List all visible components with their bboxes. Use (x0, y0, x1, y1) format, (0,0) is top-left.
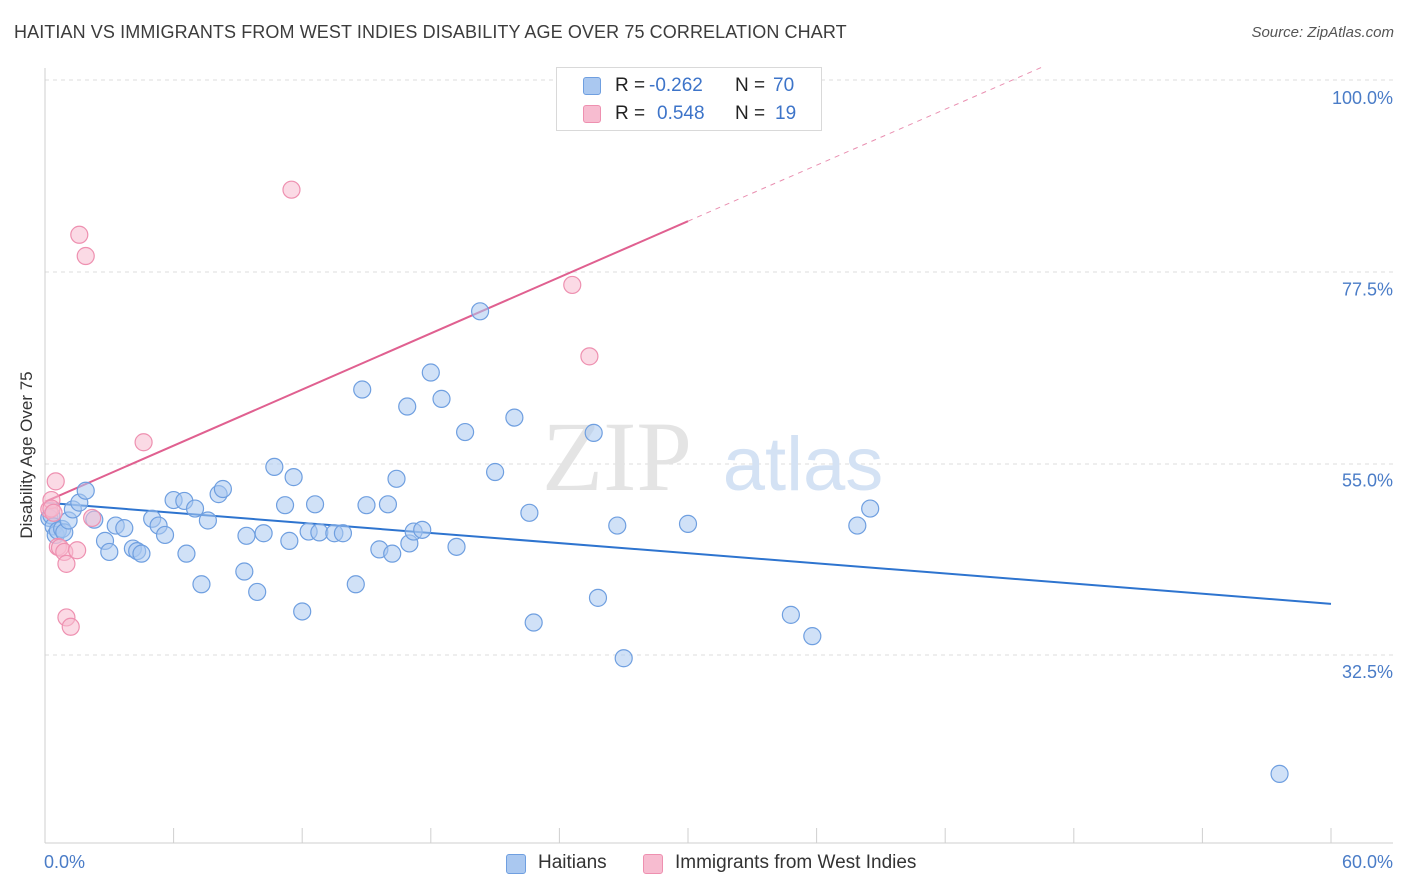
chart-title: HAITIAN VS IMMIGRANTS FROM WEST INDIES D… (14, 22, 847, 42)
legend-swatch-west-indies (583, 105, 601, 123)
series-legend: Haitians Immigrants from West Indies (0, 852, 1406, 878)
point-haitians (346, 575, 365, 594)
legend-n-value: 70 (773, 75, 795, 96)
watermark: ZIP atlas (542, 401, 883, 512)
point-haitians (520, 503, 539, 522)
legend-n-label: N = (735, 75, 766, 96)
point-west-indies (70, 225, 89, 244)
point-haitians (237, 526, 256, 545)
source-credit: Source: ZipAtlas.com (1251, 24, 1394, 41)
trend-line-west-indies (44, 220, 689, 503)
legend-swatch-haitians (506, 854, 526, 874)
point-haitians (248, 582, 267, 602)
point-haitians (505, 408, 524, 427)
point-haitians (413, 520, 432, 539)
legend-r-label: R = (615, 75, 646, 96)
point-haitians (284, 468, 303, 487)
point-haitians (398, 397, 417, 416)
point-west-indies (134, 433, 153, 452)
y-tick-label: 100.0% (1332, 88, 1393, 108)
point-haitians (803, 627, 822, 646)
point-haitians (192, 575, 211, 594)
point-haitians (378, 495, 398, 514)
trend-line-haitians (44, 501, 1332, 605)
point-haitians (608, 516, 627, 535)
point-haitians (198, 511, 217, 530)
legend-label-west-indies: Immigrants from West Indies (675, 852, 917, 873)
point-haitians (254, 524, 273, 543)
point-west-indies (580, 347, 599, 366)
x-tick-label-min: 0.0% (44, 852, 86, 872)
point-west-indies (76, 246, 95, 266)
point-haitians (387, 469, 406, 488)
point-haitians (383, 544, 402, 563)
legend-swatch-haitians (583, 77, 601, 95)
legend-row-haitians: R = -0.262 N = 70 (557, 72, 821, 100)
point-haitians (100, 542, 119, 562)
point-haitians (524, 613, 543, 632)
y-tick-label: 55.0% (1342, 471, 1393, 491)
point-haitians (333, 524, 353, 543)
point-haitians (305, 495, 325, 514)
point-haitians (678, 514, 698, 533)
point-haitians (614, 649, 633, 668)
legend-label-haitians: Haitians (538, 852, 607, 873)
point-haitians (470, 302, 490, 321)
point-haitians (155, 525, 175, 545)
watermark-zip: ZIP (542, 401, 692, 512)
trend-lines (44, 65, 1332, 605)
y-tick-label: 77.5% (1342, 279, 1393, 299)
point-haitians (861, 499, 880, 518)
y-tick-label: 32.5% (1342, 662, 1393, 682)
data-points (40, 180, 1289, 783)
point-haitians (115, 519, 134, 538)
point-haitians (76, 481, 95, 500)
legend-r-value: -0.262 (649, 75, 703, 96)
point-haitians (265, 457, 284, 477)
point-west-indies (46, 472, 65, 491)
point-haitians (275, 496, 295, 515)
point-haitians (357, 496, 376, 515)
point-haitians (584, 423, 603, 442)
point-haitians (1270, 764, 1289, 783)
correlation-legend: R = -0.262 N = 70 R = 0.548 N = 19 (556, 67, 822, 131)
point-haitians (353, 380, 372, 399)
point-haitians (235, 562, 254, 581)
point-haitians (781, 605, 800, 624)
point-haitians (848, 516, 867, 535)
point-haitians (455, 422, 475, 442)
legend-row-west-indies: R = 0.548 N = 19 (557, 100, 821, 128)
point-haitians (293, 602, 312, 621)
point-haitians (177, 544, 196, 563)
trend-line-west-indies-projection (687, 65, 1044, 222)
legend-swatch-west-indies (643, 854, 663, 874)
legend-r-value: 0.548 (657, 103, 705, 124)
point-west-indies (83, 508, 102, 528)
legend-n-label: N = (735, 103, 766, 124)
point-haitians (421, 363, 440, 382)
point-haitians (213, 479, 232, 499)
point-west-indies (57, 554, 76, 573)
point-west-indies (61, 617, 80, 636)
point-haitians (185, 499, 205, 518)
point-haitians (486, 462, 505, 482)
point-haitians (447, 537, 466, 556)
point-haitians (280, 531, 299, 550)
legend-n-value: 19 (775, 103, 797, 124)
point-haitians (588, 588, 608, 607)
axes (44, 68, 1393, 844)
point-west-indies (563, 275, 582, 295)
point-west-indies (68, 541, 87, 560)
x-tick-label-max: 60.0% (1341, 852, 1393, 872)
point-west-indies (44, 503, 63, 522)
point-haitians (432, 389, 451, 408)
watermark-atlas: atlas (723, 422, 884, 507)
legend-r-label: R = (615, 103, 646, 124)
y-tick-labels: 100.0% 77.5% 55.0% 32.5% (1332, 88, 1393, 682)
point-haitians (132, 544, 151, 563)
point-west-indies (282, 180, 301, 199)
